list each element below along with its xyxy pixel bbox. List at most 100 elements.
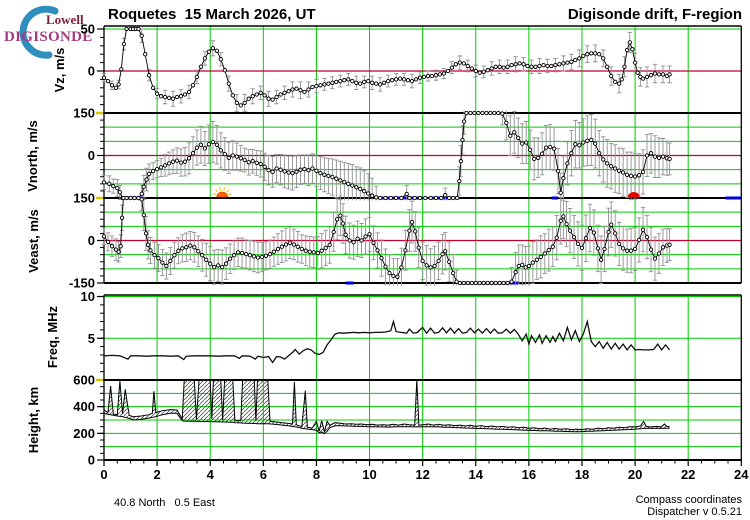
plot-type-title: Digisonde drift, F-region [567,6,742,23]
data-point [388,195,393,201]
data-point [472,110,477,116]
data-point [143,231,149,236]
data-point [524,140,529,145]
data-point [251,254,257,259]
data-point [334,79,339,85]
data-point [417,195,423,201]
data-point [533,64,538,69]
data-point [146,171,152,177]
data-point [609,164,614,169]
data-point [214,48,220,53]
data-point [407,195,412,201]
logo-crescent-icon [19,5,59,59]
data-point [154,91,160,96]
data-point [274,94,279,100]
data-point [208,261,213,266]
data-point [461,119,467,124]
data-point [525,63,530,69]
data-point [354,185,359,190]
data-point [378,82,383,87]
data-point [667,242,672,247]
data-point [223,261,229,266]
data-point [476,110,481,116]
data-point [425,73,431,79]
data-point [461,280,466,286]
data-point [198,142,204,147]
data-point [314,168,319,173]
data-point [238,156,243,161]
data-point [553,62,558,68]
data-point [113,85,119,90]
data-point [652,71,658,76]
data-point [564,221,569,227]
data-point [322,172,327,177]
data-point [441,71,447,76]
data-point [613,231,618,236]
data-point [282,169,287,174]
data-point [520,262,525,268]
data-point [439,195,444,201]
data-point [627,40,632,45]
data-point [145,242,151,247]
data-point [569,59,574,64]
data-point [210,46,216,51]
data-point [457,280,462,286]
data-point [136,26,141,32]
data-point [492,110,497,116]
data-point [547,144,553,150]
data-point [139,197,144,202]
data-point [334,176,339,181]
data-point [226,155,231,160]
data-point [616,81,622,86]
data-point [433,73,439,78]
data-point [405,78,411,83]
data-point [271,249,277,254]
sunset-icon [627,192,640,197]
data-point [656,155,662,160]
data-point [619,77,624,82]
data-point [424,263,429,268]
x-tick-label: 18 [575,467,589,482]
data-point [393,195,399,201]
data-point [298,167,303,172]
data-point [501,65,506,70]
data-point [636,173,642,178]
data-point [391,273,396,279]
data-point [509,279,514,284]
data-point [579,245,585,251]
data-point [117,190,123,195]
x-tick-label: 22 [681,467,695,482]
data-point [583,236,589,241]
data-point [561,176,566,181]
x-tick-label: 8 [313,467,320,482]
data-point [150,168,156,174]
data-point [306,87,311,92]
y-tick-label: -150 [69,276,95,291]
x-tick-label: 6 [260,467,267,482]
data-point [457,60,462,65]
data-point [565,161,570,166]
data-point [630,47,635,52]
data-point [148,248,153,253]
data-point [509,62,514,68]
data-point [399,195,404,201]
data-point [385,78,391,84]
data-point [484,110,489,116]
data-point [362,189,367,194]
data-point [218,57,223,62]
data-point [409,219,415,225]
data-point [640,227,646,232]
data-point [558,190,563,196]
data-point [516,135,521,141]
data-point [194,74,200,80]
data-point [355,236,360,241]
data-point [504,120,509,126]
data-point [170,159,176,164]
data-point [609,222,614,227]
data-point [362,79,367,85]
data-point [667,156,672,162]
data-point [569,151,574,156]
data-point [440,251,445,257]
data-point [451,270,456,276]
data-point [226,81,231,86]
